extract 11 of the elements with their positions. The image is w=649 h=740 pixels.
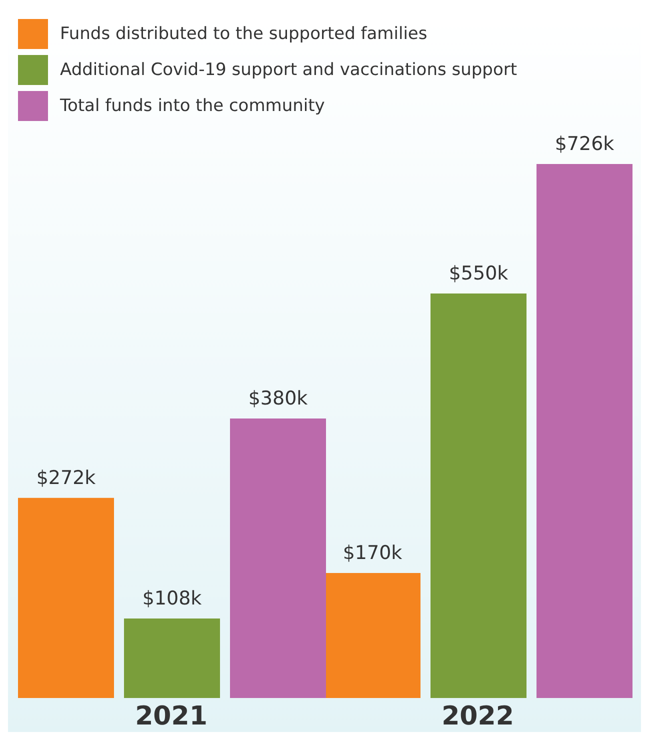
data-label: $380k	[248, 387, 308, 410]
data-label: $272k	[36, 466, 96, 489]
data-label: $170k	[342, 542, 402, 564]
legend-label: Total funds into the community	[60, 96, 325, 116]
data-label: $726k	[554, 133, 614, 155]
legend-label: Additional Covid-19 support and vaccinations support	[60, 60, 517, 80]
data-label: $550k	[448, 262, 508, 284]
legend-label: Funds distributed to the supported families	[60, 24, 428, 44]
data-label: $108k	[142, 588, 202, 610]
x-tick-label: 2021	[135, 701, 208, 732]
x-tick-label: 2022	[442, 701, 514, 732]
